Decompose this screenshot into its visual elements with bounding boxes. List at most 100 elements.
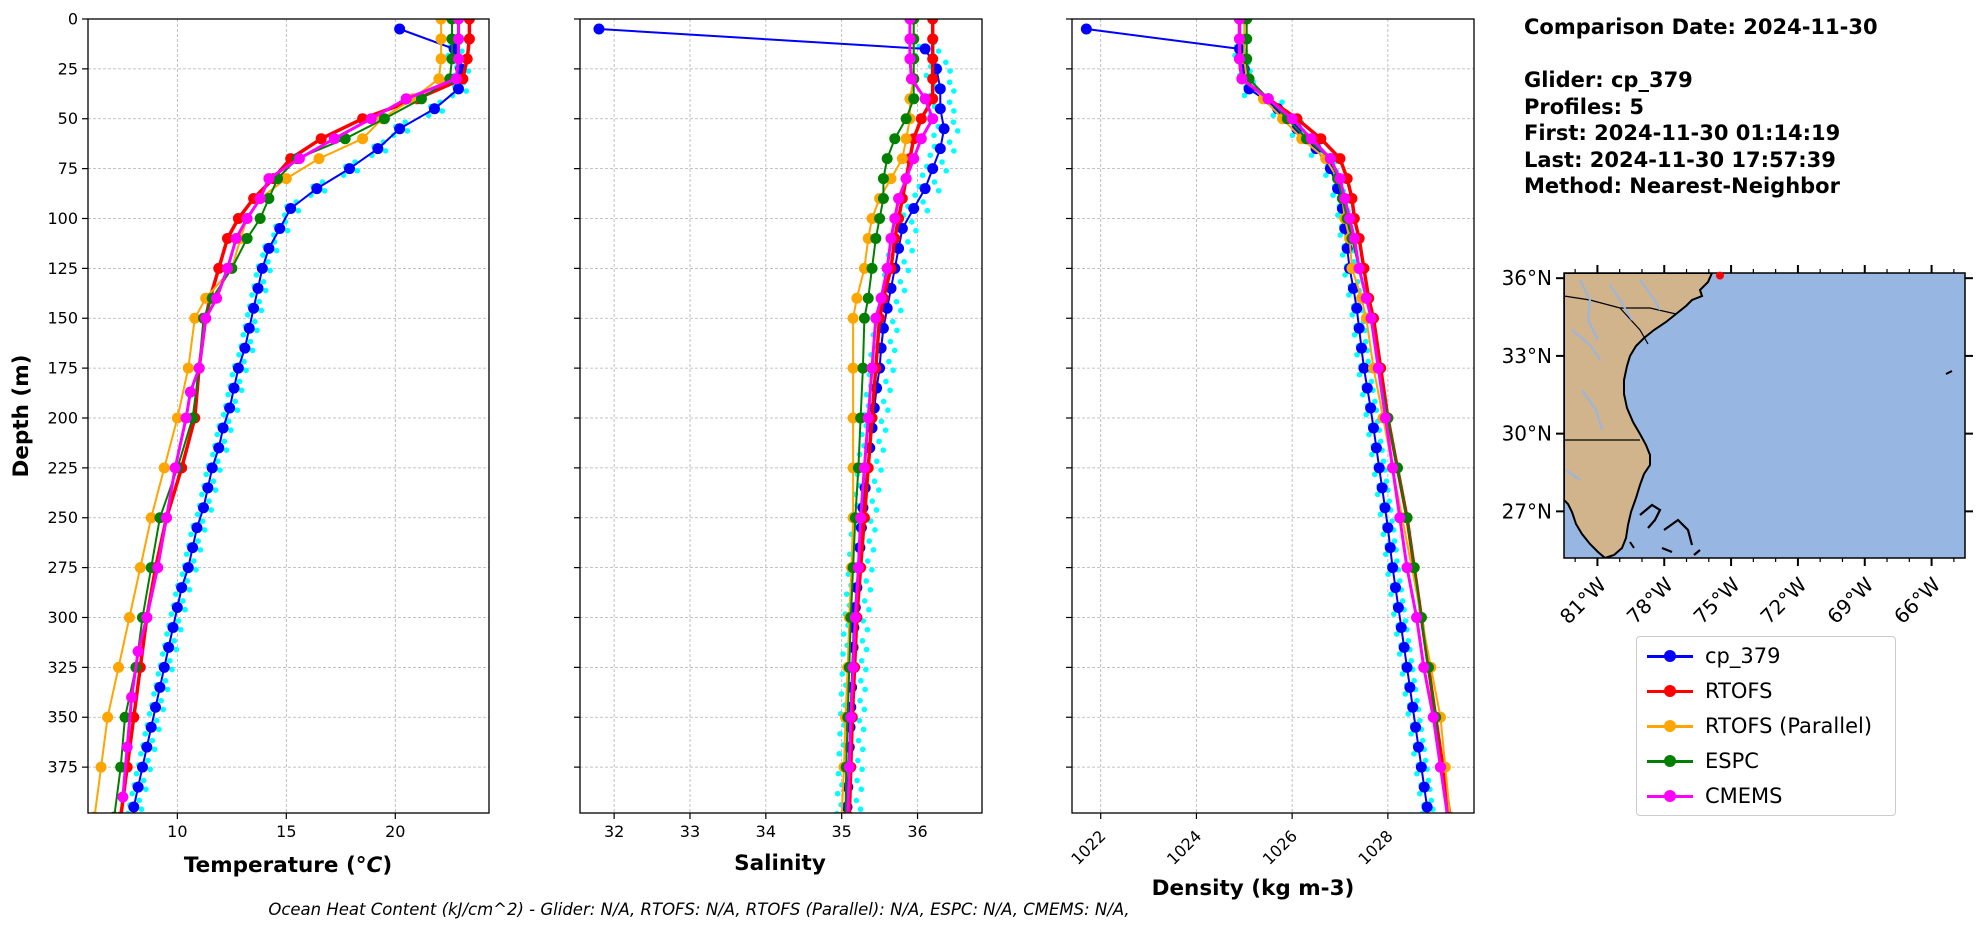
series-point-rtofs (1315, 133, 1327, 145)
legend: cp_379 RTOFS RTOFS (Parallel) ESPC CMEMS (1636, 636, 1896, 816)
series-point-cmems (450, 73, 462, 85)
glider-profile-point (1399, 598, 1406, 604)
glider-profile-point (951, 148, 957, 154)
series-point-cp_379 (132, 781, 144, 793)
glider-profile-point (913, 227, 919, 234)
series-point-rtofs_par (158, 462, 170, 474)
series-point-cp_379 (228, 382, 240, 394)
series-point-cmems (855, 512, 867, 524)
map-lat-label: 33°N (1502, 344, 1552, 368)
series-point-cmems (1372, 362, 1384, 374)
series-point-cp_379 (1351, 302, 1363, 314)
glider-profile-point (220, 411, 227, 418)
glider-profile-point (871, 478, 878, 485)
glider-profile-point (1408, 730, 1414, 737)
glider-profile-point (214, 458, 221, 465)
glider-profile-point (1389, 518, 1395, 524)
series-point-cmems (904, 53, 916, 65)
legend-item-cmems: CMEMS (1647, 781, 1783, 811)
glider-profile-point (905, 239, 911, 245)
glider-profile-point (864, 558, 871, 564)
series-point-cmems (900, 173, 912, 185)
series-point-rtofs (315, 133, 327, 145)
glider-profile-point (260, 252, 266, 258)
y-tick-label: 25 (58, 59, 78, 78)
glider-profile-point (284, 227, 291, 234)
series-point-cmems (847, 661, 859, 673)
glider-profile-point (382, 148, 389, 154)
glider-profile-point (1342, 272, 1348, 278)
glider-profile-point (140, 777, 147, 784)
series-point-cp_379 (893, 242, 905, 254)
series-point-rtofs_par (95, 761, 107, 773)
series-point-rtofs (927, 33, 939, 45)
legend-label: RTOFS (1705, 679, 1773, 703)
series-point-cp_379 (452, 83, 464, 95)
glider-profile-point (947, 68, 953, 74)
glider-profile-point (843, 591, 850, 597)
glider-profile-point (876, 438, 882, 445)
glider-profile-point (1380, 531, 1387, 538)
map-lon-label: 78°W (1622, 572, 1678, 628)
glider-profile-point (175, 618, 182, 624)
glider-profile-point (860, 746, 866, 753)
series-point-cmems (200, 312, 212, 324)
glider-profile-point (247, 338, 254, 345)
series-point-cmems (160, 512, 172, 524)
series-point-rtofs (221, 232, 233, 244)
series-point-cmems (293, 153, 305, 165)
glider-profile-point (859, 638, 866, 644)
glider-profile-point (1388, 591, 1394, 597)
series-point-cp_379 (1398, 641, 1410, 653)
map-islands (1629, 370, 1953, 549)
series-point-cmems (1360, 292, 1372, 304)
series-point-cp_379 (171, 602, 183, 614)
glider-profile-point (861, 598, 868, 604)
series-point-cp_379 (1356, 342, 1368, 354)
glider-profile-point (1359, 391, 1366, 398)
glider-profile-point (210, 478, 217, 485)
glider-profile-point (855, 737, 862, 744)
glider-profile-point (840, 651, 846, 657)
glider-profile-point (267, 267, 273, 274)
glider-profile-point (894, 327, 900, 334)
map-bahamas (1639, 503, 1701, 556)
series-point-cp_379 (217, 422, 229, 434)
map-lat-label: 27°N (1502, 499, 1552, 523)
glider-profile-point (138, 750, 144, 757)
glider-profile-point (856, 717, 863, 724)
series-point-cp_379 (248, 302, 260, 314)
x-tick-label: 1022 (1067, 826, 1109, 868)
glider-profile-point (951, 108, 957, 114)
series-point-rtofs (927, 73, 939, 85)
glider-profile-point (863, 666, 869, 673)
series-point-cmems (141, 611, 153, 623)
glider-profile-point (223, 447, 230, 453)
glider-profile-point (869, 498, 876, 504)
series-point-cp_379 (243, 322, 255, 334)
glider-profile-point (177, 626, 184, 633)
glider-profile-point (1372, 398, 1378, 405)
glider-profile-point (931, 179, 938, 185)
map-lat-label: 30°N (1502, 422, 1552, 446)
glider-profile-point (439, 108, 446, 114)
glider-profile-point (1411, 677, 1417, 684)
glider-profile-point (1399, 671, 1406, 677)
glider-profile-point (149, 737, 156, 744)
series-point-espc (115, 761, 127, 773)
series-point-cmems (1339, 193, 1351, 205)
series-point-cp_379 (881, 302, 893, 314)
glider-profile-point (886, 358, 892, 365)
legend-label: cp_379 (1705, 644, 1781, 668)
glider-profile-point (1383, 478, 1390, 485)
series-point-cp_379 (927, 163, 939, 175)
series-point-cmems (452, 53, 464, 65)
ohc-caption: Ocean Heat Content (kJ/cm^2) - Glider: N… (268, 900, 1130, 919)
y-tick-label: 325 (47, 658, 78, 677)
series-point-cmems (1234, 19, 1245, 25)
glider-profile-point (1356, 371, 1363, 378)
series-point-rtofs (463, 19, 475, 25)
glider-profile-point (864, 626, 871, 633)
series-point-rtofs_par (313, 153, 325, 165)
